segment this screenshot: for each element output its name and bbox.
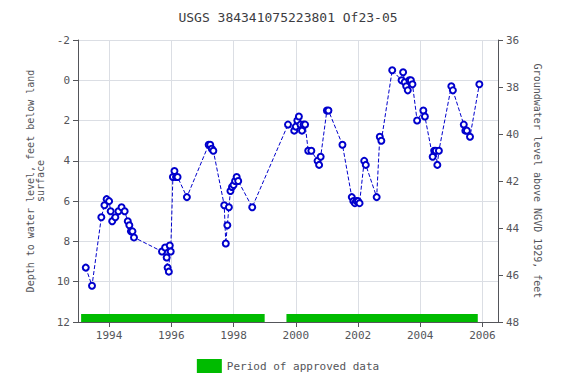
svg-text:2006: 2006: [469, 329, 496, 342]
svg-text:1998: 1998: [220, 329, 247, 342]
svg-text:12: 12: [57, 316, 70, 329]
svg-text:38: 38: [506, 81, 519, 94]
svg-text:36: 36: [506, 34, 519, 47]
svg-text:Depth to water level, feet bel: Depth to water level, feet below land: [25, 69, 37, 293]
svg-text:USGS 384341075223801 Of23-05: USGS 384341075223801 Of23-05: [178, 10, 397, 25]
svg-text:2000: 2000: [283, 329, 310, 342]
svg-text:2002: 2002: [345, 329, 372, 342]
svg-text:46: 46: [506, 269, 519, 282]
svg-text:6: 6: [63, 195, 70, 208]
svg-text:8: 8: [63, 235, 70, 248]
svg-text:4: 4: [63, 154, 70, 167]
svg-text:40: 40: [506, 128, 519, 141]
svg-text:2004: 2004: [407, 329, 434, 342]
svg-text:2: 2: [63, 114, 70, 127]
svg-text:1996: 1996: [158, 329, 185, 342]
svg-text:44: 44: [506, 222, 520, 235]
svg-text:0: 0: [63, 74, 70, 87]
svg-text:surface: surface: [35, 160, 46, 202]
svg-text:42: 42: [506, 175, 519, 188]
svg-text:Period of approved data: Period of approved data: [227, 360, 379, 373]
svg-text:10: 10: [57, 275, 70, 288]
svg-text:48: 48: [506, 316, 519, 329]
svg-text:Groundwater level above NGVD 1: Groundwater level above NGVD 1929, feet: [532, 64, 543, 299]
svg-text:1994: 1994: [96, 329, 123, 342]
svg-text:-2: -2: [57, 34, 70, 47]
